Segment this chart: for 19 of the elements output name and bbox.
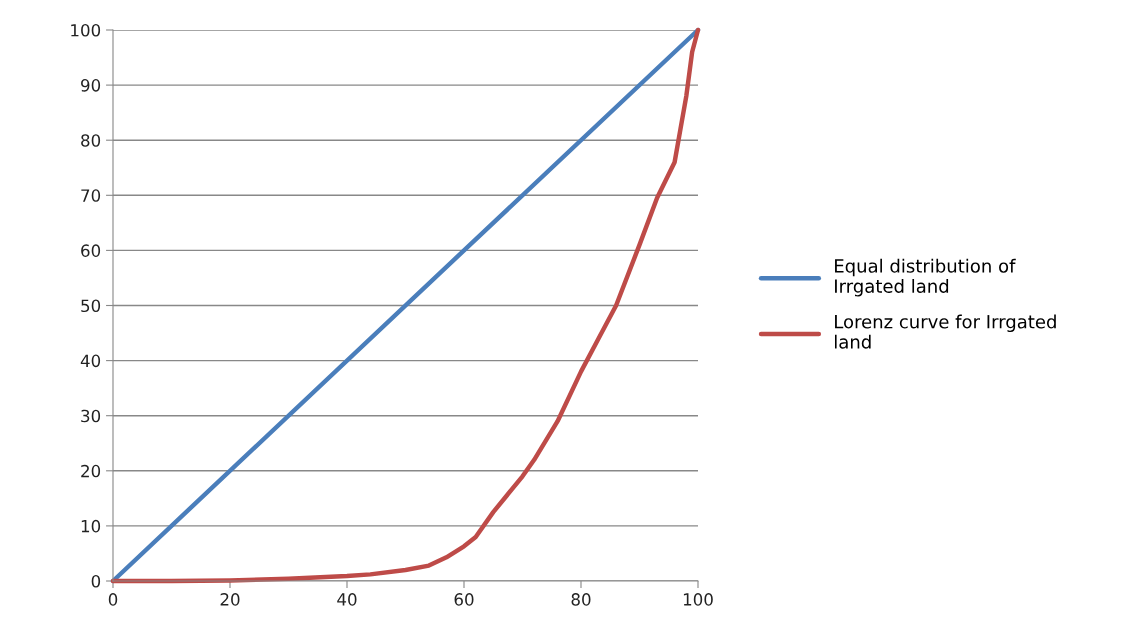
x-tick-label: 80 [571,593,591,606]
x-tick-label: 60 [454,593,474,606]
y-tick-label: 0 [91,574,101,588]
y-tick-label: 60 [81,244,101,257]
y-tick-label: 20 [81,464,101,478]
y-tick-label: 80 [81,134,101,147]
y-tick-label: 10 [81,519,101,533]
y-tick-label: 40 [80,354,101,368]
y-tick-label: 100 [71,23,101,37]
y-tick-label: 50 [81,299,101,313]
y-tick-label: 90 [81,79,101,92]
legend-label: Lorenz curve for Irrgated land [834,314,1056,349]
x-tick-label: 0 [108,593,118,606]
y-tick-label: 70 [81,189,101,202]
y-tick-label: 30 [81,409,101,423]
x-tick-label: 100 [683,593,713,606]
legend-label: Equal distribution of Irrgated land [835,258,1016,297]
x-tick-label: 20 [220,593,240,606]
x-tick-label: 40 [337,593,357,606]
